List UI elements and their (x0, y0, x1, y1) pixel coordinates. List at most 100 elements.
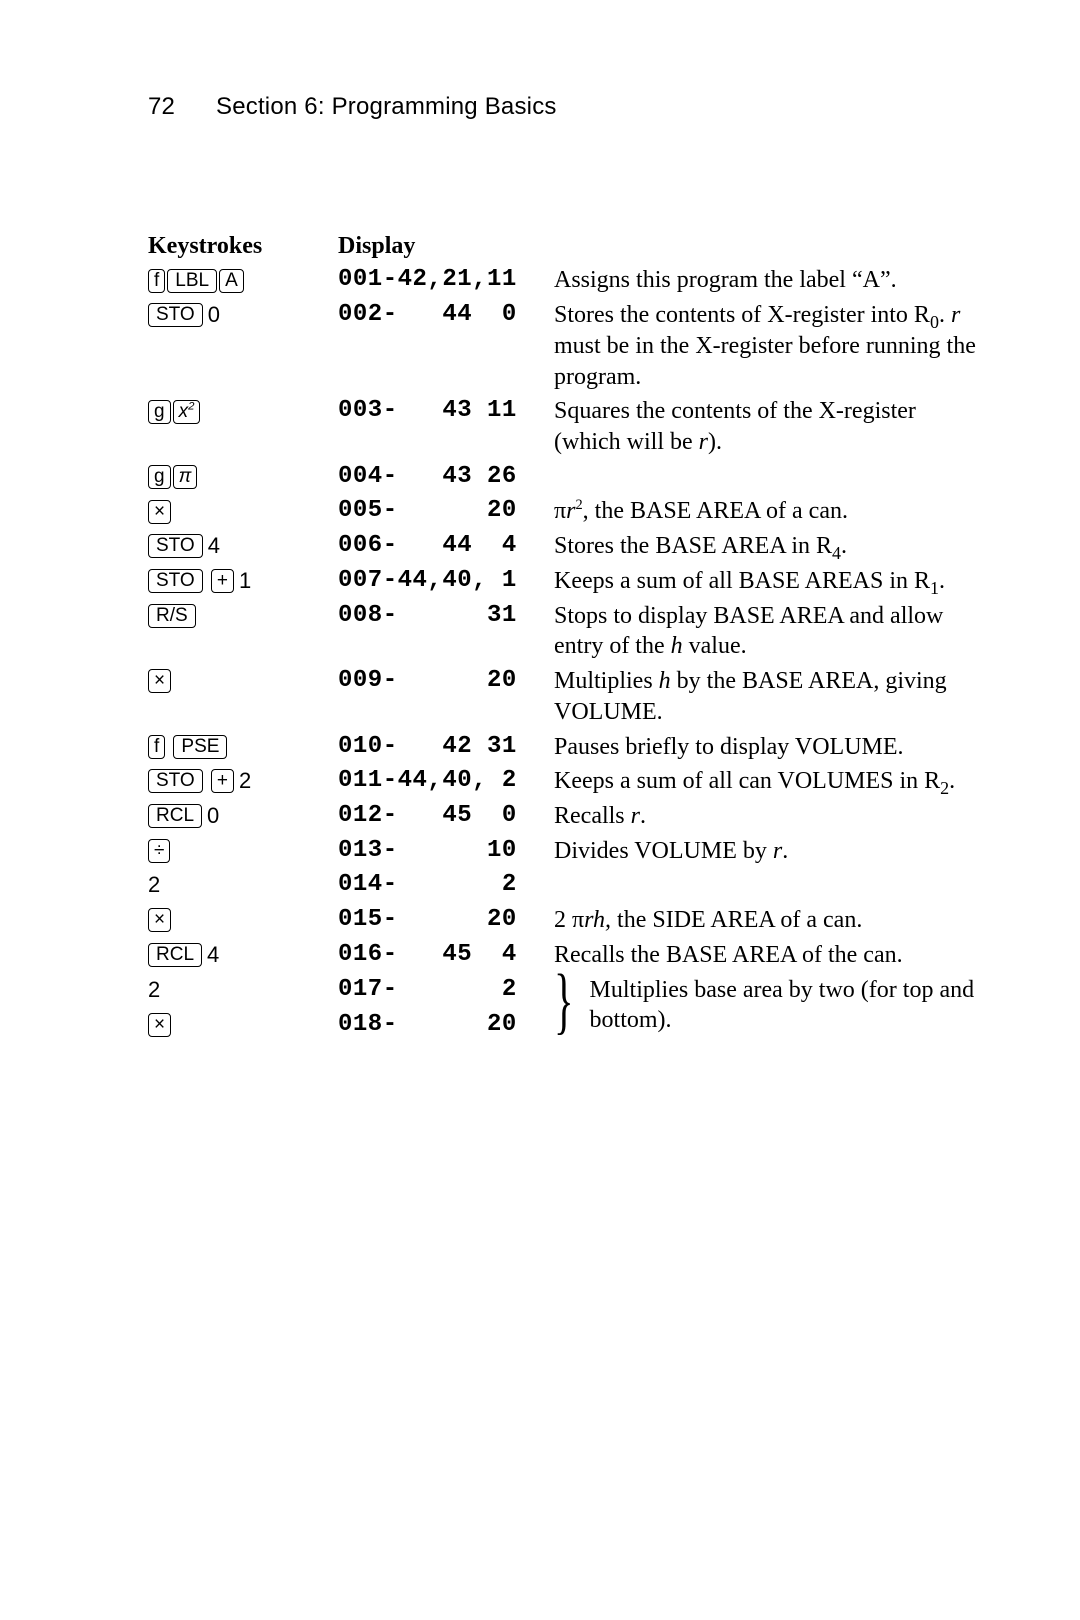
description-cell: Stores the BASE AREA in R4. (554, 531, 984, 566)
table-row: STO +2 011-44,40, 2 Keeps a sum of all c… (148, 766, 984, 801)
digit-label: 1 (239, 567, 251, 595)
display-cell: 008- 31 (338, 601, 554, 666)
digit-label: 2 (148, 871, 160, 899)
key-pi: π (173, 465, 198, 489)
col-header-description (554, 231, 984, 266)
digit-label: 2 (148, 976, 160, 1004)
table-row: STO0 002- 44 0 Stores the contents of X-… (148, 300, 984, 396)
table-row: STO4 006- 44 4 Stores the BASE AREA in R… (148, 531, 984, 566)
keystrokes-cell: × (148, 1010, 338, 1045)
display-cell: 006- 44 4 (338, 531, 554, 566)
keystrokes-cell: STO4 (148, 531, 338, 566)
display-cell: 005- 20 (338, 496, 554, 531)
display-cell: 003- 43 11 (338, 396, 554, 461)
keystrokes-cell: STO +1 (148, 566, 338, 601)
page-number: 72 (148, 92, 175, 123)
table-row: fLBLA 001-42,21,11 Assigns this program … (148, 265, 984, 300)
key-a: A (219, 269, 244, 293)
description-cell: πr2, the BASE AREA of a can. (554, 496, 984, 531)
keystrokes-cell: × (148, 905, 338, 940)
col-header-display: Display (338, 231, 554, 266)
digit-label: 4 (208, 532, 220, 560)
keystrokes-cell: f PSE (148, 732, 338, 767)
description-text: Multiplies base area by two (for top and… (590, 975, 984, 1042)
table-row: × 015- 20 2 πrh, the SIDE AREA of a can. (148, 905, 984, 940)
display-cell: 015- 20 (338, 905, 554, 940)
display-cell: 002- 44 0 (338, 300, 554, 396)
keystrokes-cell: gπ (148, 462, 338, 497)
description-cell: Assigns this program the label “A”. (554, 265, 984, 300)
key-sto: STO (148, 569, 203, 593)
table-row: gπ 004- 43 26 (148, 462, 984, 497)
key-rs: R/S (148, 604, 196, 628)
digit-label: 0 (208, 301, 220, 329)
display-cell: 016- 45 4 (338, 940, 554, 975)
description-cell: Keeps a sum of all BASE AREAS in R1. (554, 566, 984, 601)
key-divide: ÷ (148, 839, 170, 863)
key-pse: PSE (173, 735, 227, 759)
display-cell: 001-42,21,11 (338, 265, 554, 300)
table-row: RCL0 012- 45 0 Recalls r. (148, 801, 984, 836)
key-times: × (148, 908, 171, 932)
keystrokes-cell: R/S (148, 601, 338, 666)
description-cell: } Multiplies base area by two (for top a… (554, 975, 984, 1046)
description-cell: Recalls r. (554, 801, 984, 836)
description-cell (554, 870, 984, 905)
table-row: R/S 008- 31 Stops to display BASE AREA a… (148, 601, 984, 666)
program-listing-table: Keystrokes Display fLBLA 001-42,21,11 As… (148, 231, 984, 1046)
key-x-squared: x2 (173, 400, 201, 424)
digit-label: 0 (207, 802, 219, 830)
table-row: × 005- 20 πr2, the BASE AREA of a can. (148, 496, 984, 531)
section-title: Section 6: Programming Basics (216, 93, 557, 120)
key-lbl: LBL (167, 269, 217, 293)
digit-label: 2 (239, 767, 251, 795)
key-times: × (148, 669, 171, 693)
display-cell: 007-44,40, 1 (338, 566, 554, 601)
description-cell: Recalls the BASE AREA of the can. (554, 940, 984, 975)
display-cell: 013- 10 (338, 836, 554, 871)
display-cell: 017- 2 (338, 975, 554, 1010)
table-row: gx2 003- 43 11 Squares the contents of t… (148, 396, 984, 461)
keystrokes-cell: ÷ (148, 836, 338, 871)
key-sto: STO (148, 534, 203, 558)
key-rcl: RCL (148, 943, 202, 967)
table-row: f PSE 010- 42 31 Pauses briefly to displ… (148, 732, 984, 767)
keystrokes-cell: STO +2 (148, 766, 338, 801)
key-plus: + (211, 769, 234, 793)
col-header-keystrokes: Keystrokes (148, 231, 338, 266)
running-header: 72 Section 6: Programming Basics (148, 92, 984, 123)
key-times: × (148, 1013, 171, 1037)
table-header-row: Keystrokes Display (148, 231, 984, 266)
key-g: g (148, 400, 171, 424)
brace-icon: } (554, 975, 590, 1042)
table-row: ÷ 013- 10 Divides VOLUME by r. (148, 836, 984, 871)
keystrokes-cell: RCL0 (148, 801, 338, 836)
key-times: × (148, 500, 171, 524)
description-cell: Keeps a sum of all can VOLUMES in R2. (554, 766, 984, 801)
keystrokes-cell: 2 (148, 975, 338, 1010)
description-cell: Stores the contents of X-register into R… (554, 300, 984, 396)
description-cell: Multiplies h by the BASE AREA, giving VO… (554, 666, 984, 731)
display-cell: 011-44,40, 2 (338, 766, 554, 801)
keystrokes-cell: × (148, 496, 338, 531)
display-cell: 014- 2 (338, 870, 554, 905)
keystrokes-cell: gx2 (148, 396, 338, 461)
display-cell: 004- 43 26 (338, 462, 554, 497)
table-row: 2 017- 2 } Multiplies base area by two (… (148, 975, 984, 1010)
description-cell: 2 πrh, the SIDE AREA of a can. (554, 905, 984, 940)
key-rcl: RCL (148, 804, 202, 828)
key-plus: + (211, 569, 234, 593)
display-cell: 010- 42 31 (338, 732, 554, 767)
keystrokes-cell: × (148, 666, 338, 731)
key-f: f (148, 269, 165, 293)
page: 72 Section 6: Programming Basics Keystro… (0, 0, 1080, 1620)
key-g: g (148, 465, 171, 489)
display-cell: 012- 45 0 (338, 801, 554, 836)
key-sto: STO (148, 769, 203, 793)
keystrokes-cell: fLBLA (148, 265, 338, 300)
key-f: f (148, 735, 165, 759)
keystrokes-cell: STO0 (148, 300, 338, 396)
keystrokes-cell: RCL4 (148, 940, 338, 975)
table-row: 2 014- 2 (148, 870, 984, 905)
description-cell: Pauses briefly to display VOLUME. (554, 732, 984, 767)
